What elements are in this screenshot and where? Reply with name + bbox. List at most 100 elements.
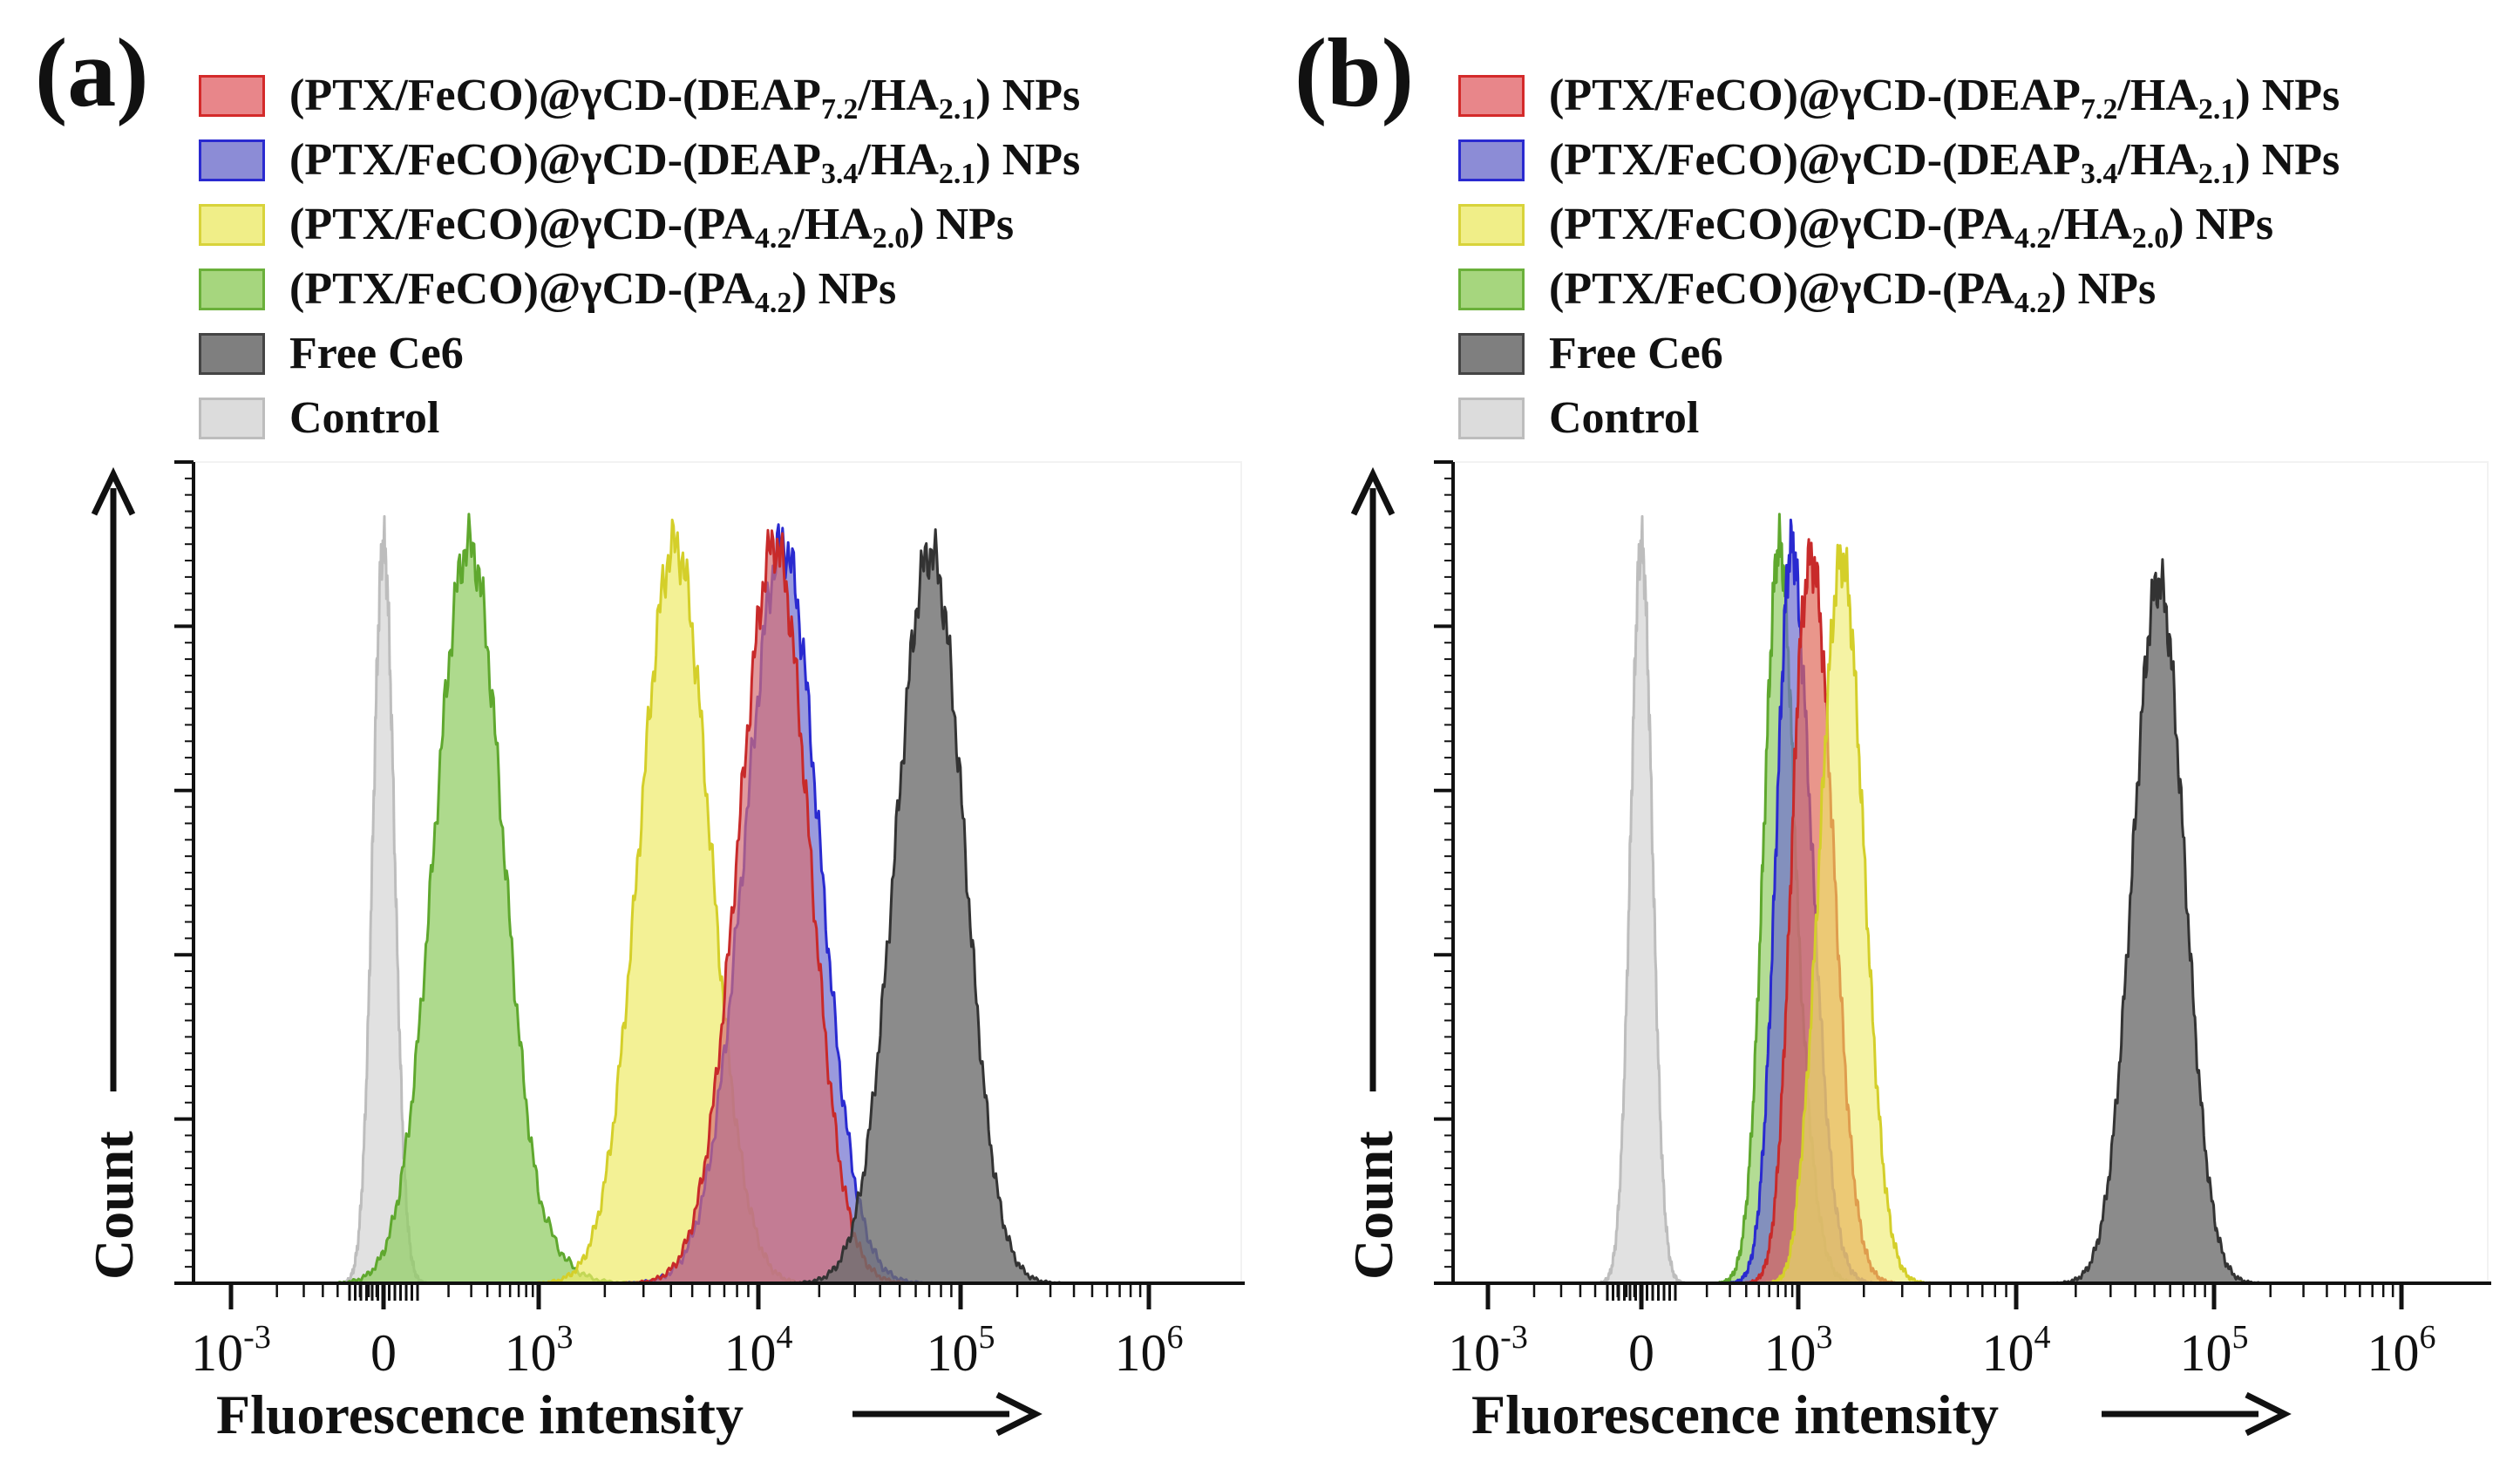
legend-text-part: 3.4 bbox=[820, 158, 859, 190]
legend-swatch bbox=[199, 333, 265, 375]
x-tick-label: 106 bbox=[2367, 1319, 2436, 1382]
legend-text-part: (PTX/FeCO)@γCD-(PA bbox=[289, 200, 755, 249]
legend-label: (PTX/FeCO)@γCD-(DEAP7.2/HA2.1) NPs bbox=[1549, 68, 2340, 138]
x-axis-label: Fluorescence intensity bbox=[216, 1383, 744, 1445]
legend-text-part: 4.2 bbox=[2014, 222, 2052, 255]
x-tick-label: 104 bbox=[724, 1319, 793, 1382]
x-axis-arrowhead bbox=[995, 1391, 1043, 1437]
legend-text-part: 2.0 bbox=[872, 222, 910, 255]
histogram-series bbox=[1594, 514, 1689, 1285]
legend-text-part: 7.2 bbox=[820, 93, 859, 126]
legend-label: Control bbox=[289, 391, 439, 446]
panel-a: (a) (PTX/FeCO)@γCD-(DEAP7.2/HA2.1) NPs (P… bbox=[35, 24, 1245, 1445]
legend-text-part: (PTX/FeCO)@γCD-(DEAP bbox=[1549, 71, 2081, 120]
legend-label: (PTX/FeCO)@γCD-(PA4.2) NPs bbox=[289, 262, 896, 331]
legend-swatch bbox=[199, 75, 265, 117]
x-tick-base: 0 bbox=[370, 1324, 397, 1382]
legend-text-part: 4.2 bbox=[754, 222, 792, 255]
legend-text-part: 2.1 bbox=[2197, 158, 2236, 190]
x-axis-arrowhead bbox=[2245, 1391, 2292, 1437]
legend-text-part: 2.0 bbox=[2131, 222, 2170, 255]
legend-label: (PTX/FeCO)@γCD-(DEAP7.2/HA2.1) NPs bbox=[289, 68, 1080, 138]
x-tick-base: 10 bbox=[1982, 1324, 2034, 1382]
x-tick-exponent: 3 bbox=[557, 1319, 574, 1356]
legend-swatch bbox=[199, 398, 265, 439]
legend-label: (PTX/FeCO)@γCD-(DEAP3.4/HA2.1) NPs bbox=[289, 133, 1080, 202]
legend-text-part: 4.2 bbox=[754, 287, 792, 319]
x-tick-label: 10-3 bbox=[191, 1319, 271, 1382]
legend-text-part: /HA bbox=[791, 200, 873, 249]
y-axis-arrowhead bbox=[91, 466, 136, 516]
legend-swatch bbox=[1458, 204, 1525, 246]
x-tick-exponent: 4 bbox=[2034, 1319, 2051, 1356]
legend-text-part: (PTX/FeCO)@γCD-(PA bbox=[289, 264, 755, 314]
x-tick-exponent: 6 bbox=[2420, 1319, 2436, 1356]
legend-text-part: ) NPs bbox=[2051, 264, 2157, 314]
legend-swatch bbox=[1458, 333, 1525, 375]
legend-text-part: 2.1 bbox=[938, 93, 976, 126]
legend-text-part: ) NPs bbox=[2235, 71, 2340, 120]
x-tick-label: 105 bbox=[2180, 1319, 2249, 1382]
plot-area bbox=[1452, 461, 2489, 1284]
x-tick-label: 103 bbox=[1764, 1319, 1833, 1382]
x-tick-exponent: 4 bbox=[777, 1319, 793, 1356]
legend-label: (PTX/FeCO)@γCD-(PA4.2) NPs bbox=[1549, 262, 2156, 331]
x-tick-exponent: 5 bbox=[2232, 1319, 2249, 1356]
legend-label: Free Ce6 bbox=[1549, 326, 1723, 382]
legend-text-part: /HA bbox=[858, 71, 939, 120]
x-tick-base: 0 bbox=[1628, 1324, 1654, 1382]
x-tick-base: 10 bbox=[1764, 1324, 1817, 1382]
legend-text-part: (PTX/FeCO)@γCD-(DEAP bbox=[1549, 135, 2081, 185]
legend-label: Control bbox=[1549, 391, 1699, 446]
legend-text-part: ) NPs bbox=[909, 200, 1015, 249]
legend-text-part: 4.2 bbox=[2014, 287, 2052, 319]
x-tick-base: 10 bbox=[191, 1324, 243, 1382]
panel-label: (b) bbox=[1294, 19, 1414, 127]
legend-label: (PTX/FeCO)@γCD-(PA4.2/HA2.0) NPs bbox=[1549, 197, 2273, 267]
x-tick-exponent: 6 bbox=[1167, 1319, 1184, 1356]
histogram-series bbox=[2049, 558, 2265, 1285]
legend-text-part: ) NPs bbox=[791, 264, 897, 314]
legend-text-part: Control bbox=[1549, 393, 1700, 443]
legend-swatch bbox=[1458, 75, 1525, 117]
x-tick-base: 10 bbox=[724, 1324, 777, 1382]
legend-text-part: ) NPs bbox=[2235, 135, 2340, 185]
legend-text-part: /HA bbox=[2117, 135, 2198, 185]
x-tick-label: 103 bbox=[505, 1319, 574, 1382]
legend-swatch bbox=[199, 269, 265, 310]
legend-text-part: ) NPs bbox=[975, 71, 1081, 120]
x-tick-base: 10 bbox=[1448, 1324, 1500, 1382]
legend-label: Free Ce6 bbox=[289, 326, 464, 382]
x-tick-exponent: 3 bbox=[1817, 1319, 1833, 1356]
y-axis-label: Count bbox=[1342, 1131, 1404, 1280]
x-tick-exponent: 5 bbox=[979, 1319, 995, 1356]
legend-text-part: 2.1 bbox=[2197, 93, 2236, 126]
legend-label: (PTX/FeCO)@γCD-(DEAP3.4/HA2.1) NPs bbox=[1549, 133, 2340, 202]
x-tick-label: 105 bbox=[927, 1319, 995, 1382]
legend-text-part: Free Ce6 bbox=[1549, 329, 1723, 378]
legend-text-part: 2.1 bbox=[938, 158, 976, 190]
legend-swatch bbox=[199, 204, 265, 246]
y-axis-label: Count bbox=[83, 1131, 145, 1280]
legend-text-part: 3.4 bbox=[2080, 158, 2118, 190]
panel-b: (b) (PTX/FeCO)@γCD-(DEAP7.2/HA2.1) NPs (P… bbox=[1260, 0, 2519, 1482]
x-tick-label: 0 bbox=[370, 1324, 397, 1382]
legend-text-part: Control bbox=[289, 393, 440, 443]
legend-text-part: ) NPs bbox=[975, 135, 1081, 185]
histogram-series bbox=[1762, 543, 1935, 1285]
legend-text-part: Free Ce6 bbox=[289, 329, 464, 378]
legend-text-part: /HA bbox=[2051, 200, 2132, 249]
legend-text-part: /HA bbox=[2117, 71, 2198, 120]
x-tick-base: 10 bbox=[1115, 1324, 1167, 1382]
legend-text-part: ) NPs bbox=[2169, 200, 2274, 249]
legend-text-part: (PTX/FeCO)@γCD-(DEAP bbox=[289, 71, 821, 120]
legend-text-part: /HA bbox=[858, 135, 939, 185]
y-axis-arrowhead bbox=[1350, 466, 1396, 516]
x-tick-label: 106 bbox=[1115, 1319, 1184, 1382]
x-tick-base: 10 bbox=[2367, 1324, 2420, 1382]
legend-swatch bbox=[1458, 269, 1525, 310]
x-tick-base: 10 bbox=[2180, 1324, 2232, 1382]
x-tick-base: 10 bbox=[927, 1324, 979, 1382]
